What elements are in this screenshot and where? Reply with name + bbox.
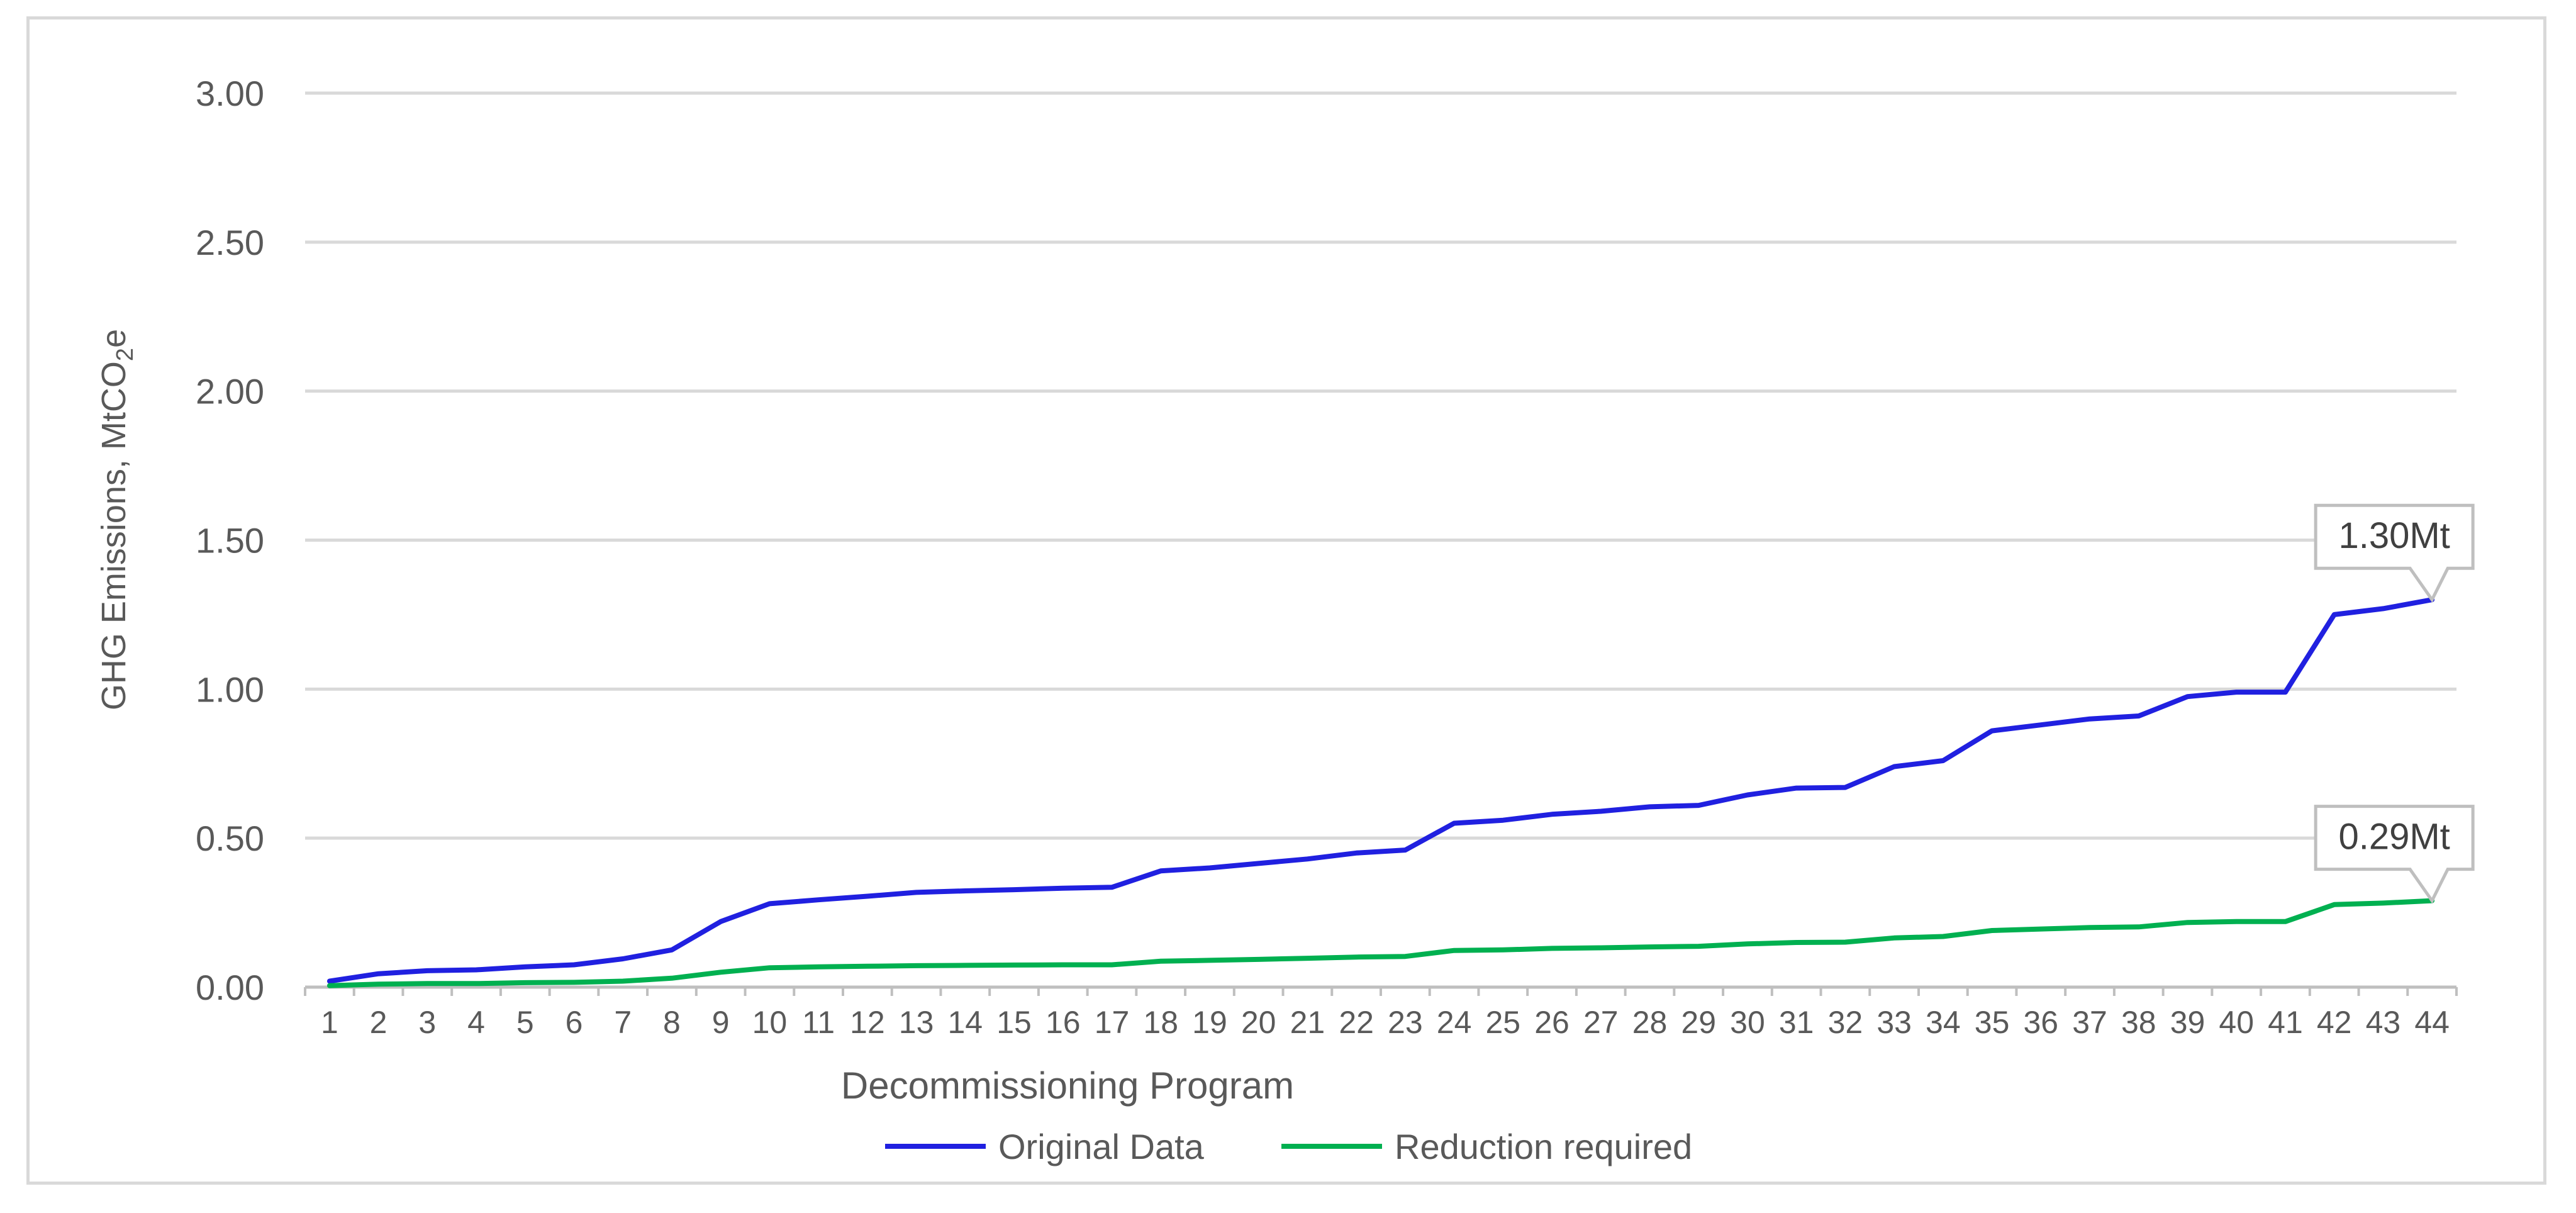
x-tick-label: 3 xyxy=(418,1005,436,1040)
series-line-reduction-required xyxy=(326,898,2435,988)
x-tick-label: 31 xyxy=(1779,1005,1814,1040)
x-tick-label: 14 xyxy=(948,1005,983,1040)
x-tick-label: 20 xyxy=(1241,1005,1276,1040)
x-tick-label: 40 xyxy=(2219,1005,2254,1040)
x-tick-label: 27 xyxy=(1583,1005,1619,1040)
x-tick-label: 11 xyxy=(802,1005,835,1040)
x-tick-label: 33 xyxy=(1876,1005,1912,1040)
x-tick-label: 2 xyxy=(370,1005,388,1040)
series-line-original-data xyxy=(326,597,2435,984)
x-tick-label: 4 xyxy=(467,1005,485,1040)
y-tick-label: 0.00 xyxy=(196,968,264,1007)
x-axis-title: Decommissioning Program xyxy=(841,1065,1294,1107)
x-tick-label: 42 xyxy=(2317,1005,2352,1040)
x-tick-label: 44 xyxy=(2414,1005,2450,1040)
y-axis-title-subscript: 2 xyxy=(112,348,138,361)
x-tick-label: 23 xyxy=(1388,1005,1423,1040)
callout-label-original-data: 1.30Mt xyxy=(2338,515,2450,556)
data-callouts: 1.30Mt 0.29Mt xyxy=(2314,503,2475,904)
x-tick-label: 37 xyxy=(2072,1005,2107,1040)
x-tick-label: 29 xyxy=(1681,1005,1716,1040)
x-tick-label: 38 xyxy=(2121,1005,2156,1040)
series-lines xyxy=(326,597,2435,988)
x-tick-label: 18 xyxy=(1143,1005,1178,1040)
x-tick-label: 41 xyxy=(2268,1005,2303,1040)
callout-label-reduction-required: 0.29Mt xyxy=(2338,817,2450,858)
x-tick-label: 12 xyxy=(850,1005,885,1040)
x-tick-label: 17 xyxy=(1095,1005,1130,1040)
x-tick-label: 13 xyxy=(899,1005,934,1040)
x-tick-label: 1 xyxy=(321,1005,338,1040)
x-tick-label: 22 xyxy=(1339,1005,1374,1040)
x-tick-label: 34 xyxy=(1926,1005,1961,1040)
gridlines xyxy=(305,91,2456,840)
x-tick-label: 39 xyxy=(2170,1005,2205,1040)
chart-frame: 0.00 0.50 1.00 1.50 2.00 2.50 3.00 1 2 3 4 5 6 7 8 9 10… xyxy=(26,16,2546,1185)
callout-box xyxy=(2314,503,2475,603)
x-tick-label: 6 xyxy=(566,1005,583,1040)
x-tick-label: 30 xyxy=(1730,1005,1765,1040)
y-axis-title-main: GHG Emissions, MtCO xyxy=(95,361,133,710)
x-axis-tick-labels: 1 2 3 4 5 6 7 8 9 10 11 12 13 14 15 16 17 18 19 20 21 22 23 24 2… xyxy=(321,1005,2450,1040)
x-tick-label: 35 xyxy=(1975,1005,2010,1040)
x-tick-label: 24 xyxy=(1437,1005,1472,1040)
x-tick-label: 32 xyxy=(1828,1005,1863,1040)
y-tick-label: 2.00 xyxy=(196,372,264,411)
x-tick-label: 25 xyxy=(1486,1005,1521,1040)
x-tick-label: 15 xyxy=(996,1005,1032,1040)
y-tick-label: 2.50 xyxy=(196,223,264,262)
x-tick-label: 19 xyxy=(1192,1005,1227,1040)
x-tick-label: 16 xyxy=(1045,1005,1081,1040)
x-tick-label: 36 xyxy=(2024,1005,2059,1040)
y-tick-label: 3.00 xyxy=(196,74,264,113)
y-tick-label: 1.00 xyxy=(196,669,264,709)
y-tick-label: 1.50 xyxy=(196,521,264,561)
y-axis-tick-labels: 0.00 0.50 1.00 1.50 2.00 2.50 3.00 xyxy=(196,74,264,1007)
callout-box xyxy=(2314,805,2475,904)
x-tick-label: 43 xyxy=(2366,1005,2401,1040)
x-tick-label: 26 xyxy=(1534,1005,1570,1040)
x-tick-label: 9 xyxy=(712,1005,730,1040)
legend-label-reduction-required: Reduction required xyxy=(1395,1127,1692,1166)
x-tick-label: 28 xyxy=(1632,1005,1668,1040)
legend-label-original-data: Original Data xyxy=(998,1127,1205,1166)
x-tick-label: 8 xyxy=(663,1005,681,1040)
legend: Original Data Reduction required xyxy=(885,1127,1692,1166)
y-tick-label: 0.50 xyxy=(196,819,264,858)
x-tick-label: 5 xyxy=(516,1005,534,1040)
x-tick-label: 10 xyxy=(752,1005,788,1040)
x-axis xyxy=(304,985,2458,996)
x-tick-label: 7 xyxy=(614,1005,632,1040)
y-axis-title-suffix: e xyxy=(95,329,133,348)
line-chart: 0.000.501.001.502.002.503.00 1 2 3 4 5 6 7 8 9 10… xyxy=(95,74,2475,1166)
y-axis-title: GHG Emissions, MtCO2e xyxy=(95,329,138,710)
x-tick-label: 21 xyxy=(1290,1005,1325,1040)
